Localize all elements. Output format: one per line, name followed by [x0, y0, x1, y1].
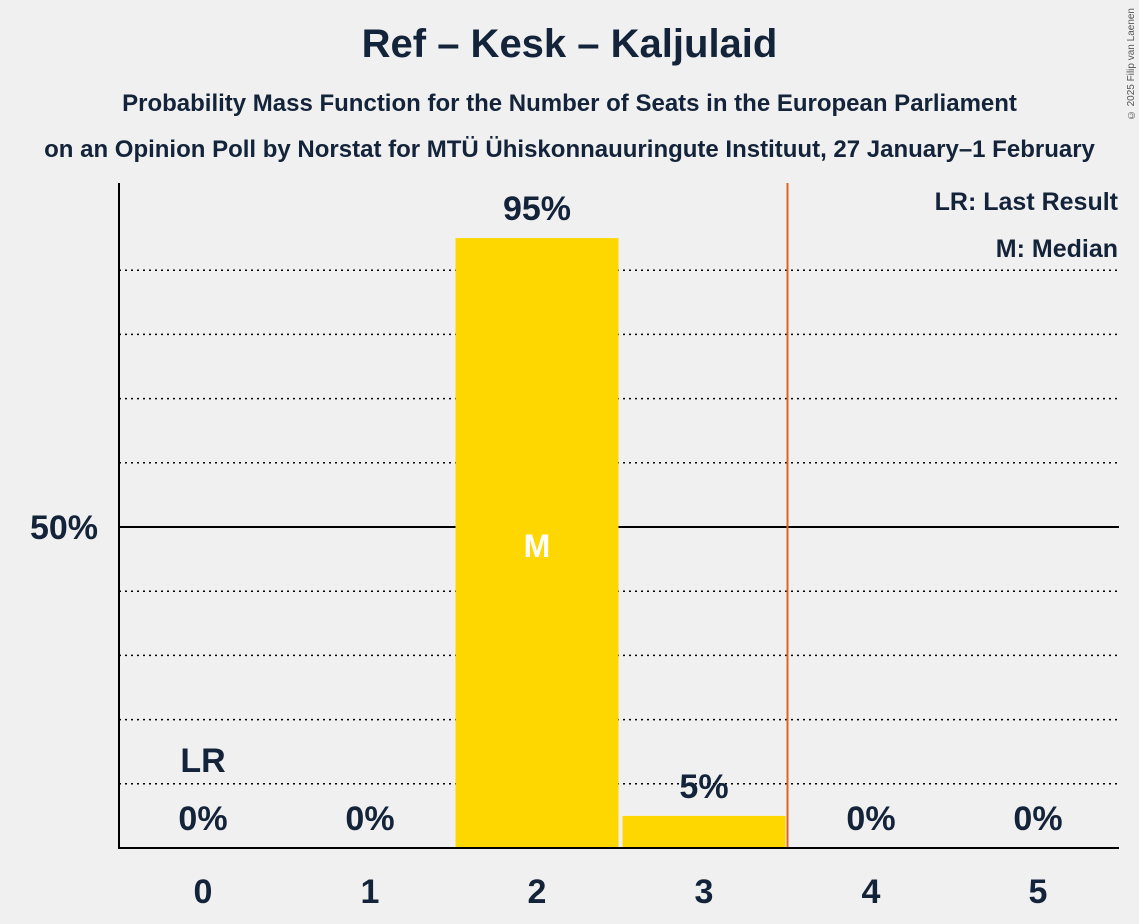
chart-title: Ref – Kesk – Kaljulaid	[361, 22, 778, 66]
x-tick-label: 0	[194, 873, 213, 911]
value-label: 0%	[846, 800, 895, 838]
value-label: 0%	[1013, 800, 1062, 838]
chart-source-line: on an Opinion Poll by Norstat for MTÜ Üh…	[44, 136, 1095, 163]
y-tick-label: 50%	[30, 509, 98, 547]
grid-lines	[119, 269, 1119, 785]
labels: 50% 0% 0 0% 1 95% 2 5% 3 0% 4 0% 5 M LR	[30, 183, 1063, 911]
bars	[455, 238, 786, 849]
value-label: 5%	[679, 768, 728, 806]
bar-seat-2	[455, 238, 619, 849]
value-label: 0%	[345, 800, 394, 838]
legend-median: M: Median	[996, 235, 1118, 263]
x-tick-label: 1	[361, 873, 380, 911]
x-tick-label: 2	[528, 873, 547, 911]
legend-last-result: LR: Last Result	[935, 188, 1119, 216]
value-label: 0%	[178, 800, 227, 838]
x-tick-label: 4	[862, 873, 881, 911]
median-marker: M	[524, 528, 551, 564]
chart-subtitle: Probability Mass Function for the Number…	[122, 90, 1017, 117]
last-result-marker: LR	[180, 742, 225, 780]
x-tick-label: 3	[695, 873, 714, 911]
bar-seat-3	[622, 815, 786, 848]
value-label: 95%	[503, 190, 571, 228]
x-tick-label: 5	[1029, 873, 1048, 911]
